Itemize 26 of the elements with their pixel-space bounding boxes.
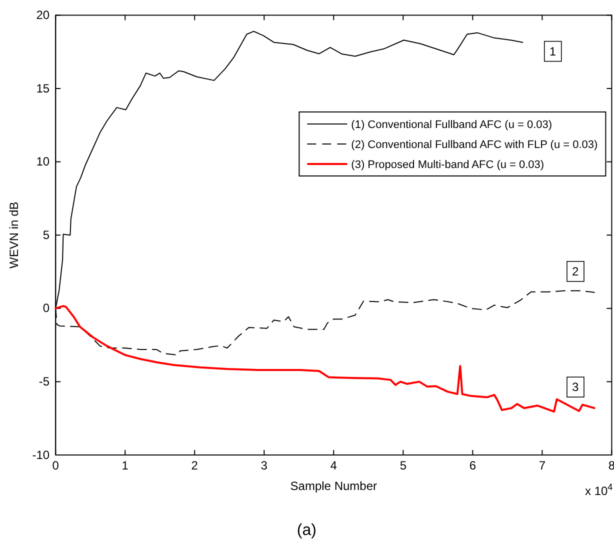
legend-label: (3) Proposed Multi-band AFC (u = 0.03)	[351, 158, 544, 171]
x-tick-label: 2	[191, 458, 198, 473]
y-tick-label: 10	[36, 154, 50, 169]
x-tick-label: 3	[260, 458, 268, 473]
line-series	[54, 305, 596, 413]
annotation: 3	[572, 380, 579, 394]
x-tick-label: 5	[400, 458, 407, 473]
x-tick-label: 1	[122, 458, 129, 473]
text: (a)	[296, 522, 316, 539]
x-axis-title: Sample Number	[290, 479, 378, 493]
x-tick-label: 4	[330, 458, 338, 473]
y-tick-label: 0	[42, 301, 50, 316]
y-tick-label: 5	[42, 228, 50, 242]
y-axis-title: WEVN in dB	[7, 202, 21, 268]
y-tick-label: -10	[32, 448, 50, 462]
annotation: 2	[572, 264, 579, 278]
x-tick-label: 7	[538, 458, 546, 473]
x-tick-label: 6	[469, 458, 476, 473]
annotation: 1	[549, 44, 556, 58]
legend-label: (2) Conventional Fullband AFC with FLP (u = 0.03)	[351, 138, 598, 151]
y-tick-label: 20	[36, 8, 50, 22]
y-tick-label: -5	[38, 374, 50, 389]
y-tick-label: 15	[36, 81, 50, 96]
text: x 10$^{4}$	[584, 482, 613, 498]
x-tick-label: 0	[52, 458, 60, 473]
legend-label: (1) Conventional Fullband AFC (u = 0.03)	[351, 118, 552, 131]
